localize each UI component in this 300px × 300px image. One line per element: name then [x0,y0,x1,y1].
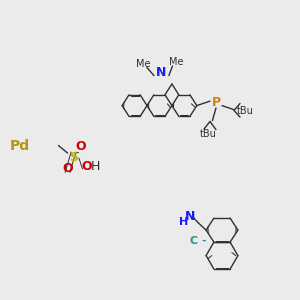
Text: tBu: tBu [200,129,217,139]
Text: N: N [156,65,167,79]
Text: O: O [62,161,73,175]
Text: C -: C - [190,236,206,247]
Text: S: S [69,151,78,164]
Text: Pd: Pd [9,139,30,152]
Text: Me: Me [136,58,151,69]
Text: H: H [179,217,188,227]
Text: P: P [212,96,220,109]
Text: H: H [91,160,100,173]
Text: tBu: tBu [237,106,254,116]
Text: O: O [82,160,92,173]
Text: N: N [185,210,195,224]
Text: O: O [76,140,86,154]
Text: Me: Me [169,57,184,67]
